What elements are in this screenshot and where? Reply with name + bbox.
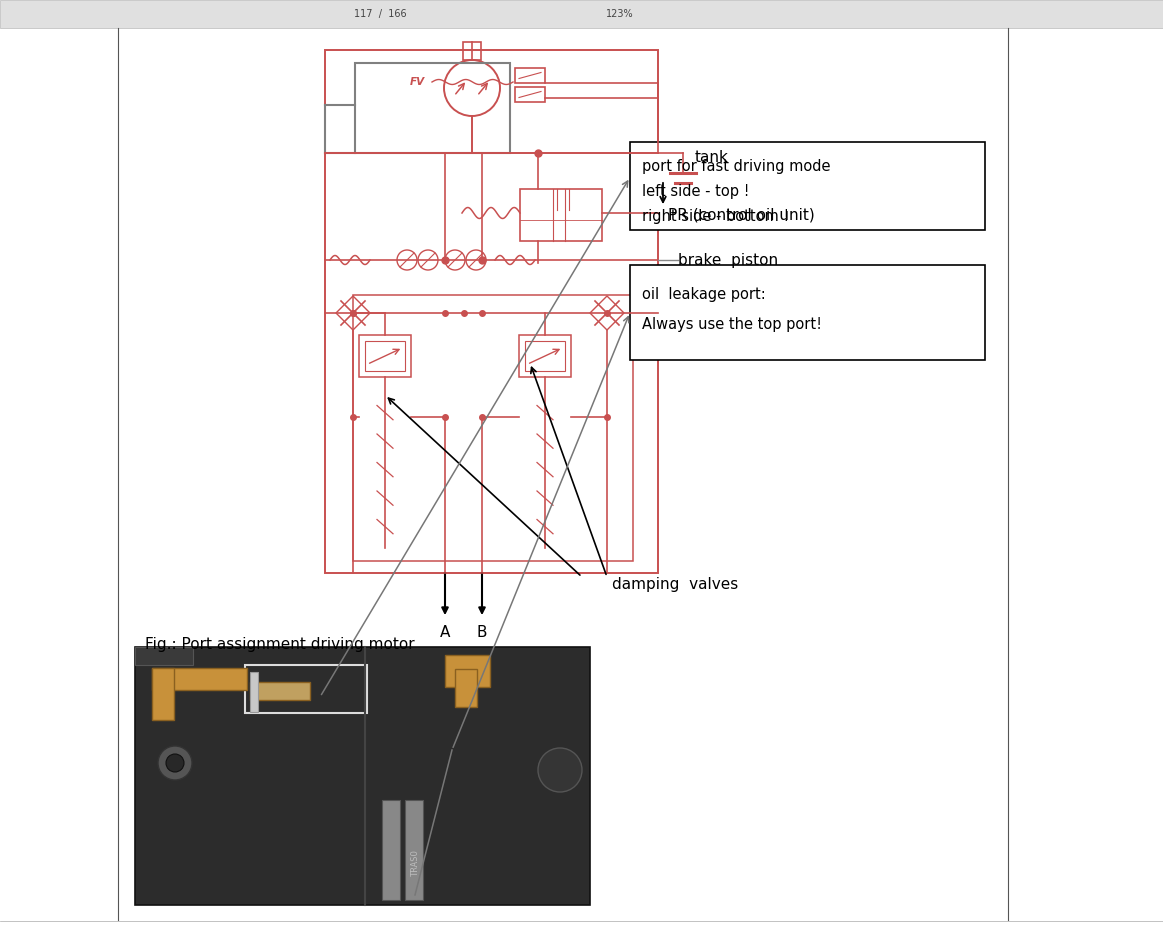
Bar — [365, 341, 405, 371]
Text: oil  leakage port:: oil leakage port: — [642, 287, 765, 302]
Bar — [515, 87, 545, 102]
Bar — [520, 189, 602, 241]
Text: brake  piston: brake piston — [678, 253, 778, 267]
Text: PR (control oil unit): PR (control oil unit) — [668, 207, 815, 223]
Bar — [515, 68, 545, 83]
Text: Always use the top port!: Always use the top port! — [642, 317, 822, 332]
Bar — [405, 800, 423, 900]
Bar — [0, 0, 1163, 28]
Text: Fig.: Port assignment driving motor: Fig.: Port assignment driving motor — [145, 637, 415, 652]
Bar — [245, 665, 368, 713]
Circle shape — [538, 748, 582, 792]
Bar — [630, 142, 985, 230]
Text: right side - bottom !: right side - bottom ! — [642, 209, 790, 224]
Bar — [135, 647, 193, 665]
Text: 123%: 123% — [606, 9, 634, 19]
Bar — [519, 335, 571, 377]
Bar — [152, 668, 174, 720]
Text: FV: FV — [409, 77, 424, 87]
Text: damping  valves: damping valves — [612, 577, 739, 593]
Bar — [463, 42, 481, 60]
Text: B: B — [477, 625, 487, 640]
Text: tank: tank — [695, 150, 729, 165]
Bar — [445, 655, 490, 687]
Bar — [324, 50, 658, 573]
Bar — [152, 668, 247, 690]
Bar — [630, 265, 985, 360]
Bar — [354, 295, 633, 561]
Bar — [381, 800, 400, 900]
Bar — [250, 672, 258, 712]
Text: 117  /  166: 117 / 166 — [354, 9, 406, 19]
Text: left side - top !: left side - top ! — [642, 184, 749, 199]
Bar — [359, 335, 411, 377]
Circle shape — [166, 754, 184, 772]
Bar — [355, 63, 511, 153]
Bar — [455, 669, 477, 707]
Bar — [250, 682, 311, 700]
Circle shape — [158, 746, 192, 780]
Text: port for fast driving mode: port for fast driving mode — [642, 159, 830, 174]
Bar — [525, 341, 565, 371]
Bar — [135, 647, 590, 905]
Text: TRASO: TRASO — [411, 849, 420, 877]
Text: A: A — [440, 625, 450, 640]
